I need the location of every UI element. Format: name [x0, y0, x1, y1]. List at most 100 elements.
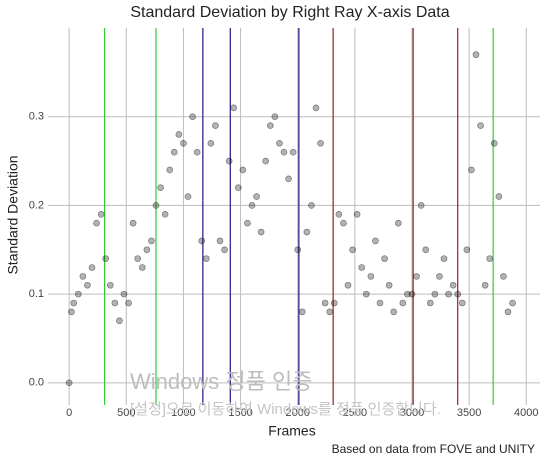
- data-point: [276, 140, 283, 147]
- data-point: [207, 140, 215, 147]
- data-point: [239, 166, 247, 174]
- data-point: [65, 379, 73, 387]
- data-point: [321, 299, 329, 307]
- chart-title: Standard Deviation by Right Ray X-axis D…: [130, 4, 449, 21]
- data-point: [285, 175, 292, 183]
- data-point: [458, 299, 466, 307]
- data-point: [372, 237, 379, 245]
- caption: Based on data from FOVE and UNITY: [332, 442, 535, 456]
- data-point: [189, 113, 196, 121]
- data-point: [170, 148, 178, 156]
- data-point: [330, 299, 338, 307]
- data-point: [472, 51, 480, 58]
- data-point: [445, 290, 452, 298]
- data-point: [120, 290, 128, 298]
- data-point: [504, 308, 512, 316]
- data-point: [381, 255, 388, 262]
- data-point: [125, 299, 132, 307]
- data-point: [362, 290, 370, 298]
- data-point: [93, 219, 100, 227]
- data-point: [202, 255, 210, 262]
- y-axis-label: Standard Deviation: [5, 155, 21, 274]
- data-point: [417, 202, 425, 209]
- data-point: [138, 264, 146, 271]
- data-point: [70, 299, 78, 307]
- data-point: [198, 237, 206, 245]
- data-point: [157, 184, 164, 191]
- data-point: [161, 210, 169, 218]
- data-point: [426, 299, 434, 307]
- data-point: [385, 281, 393, 289]
- y-tick-label: 0.2: [29, 199, 44, 211]
- data-point: [440, 255, 448, 262]
- data-point: [294, 246, 302, 254]
- data-point: [253, 193, 260, 200]
- data-point: [152, 202, 160, 209]
- data-point: [468, 166, 475, 174]
- data-point: [436, 273, 443, 280]
- data-point: [271, 113, 279, 121]
- data-point: [344, 281, 352, 289]
- data-point: [367, 273, 375, 280]
- data-point: [280, 148, 288, 156]
- x-axis-label: Frames: [268, 423, 315, 439]
- data-point: [216, 237, 224, 245]
- data-point: [486, 255, 494, 262]
- data-point: [404, 290, 411, 298]
- data-point: [495, 193, 503, 200]
- data-point: [262, 157, 270, 165]
- data-point: [257, 228, 265, 236]
- data-point: [143, 246, 151, 254]
- data-point: [449, 281, 457, 289]
- data-point: [481, 281, 489, 289]
- data-point: [184, 193, 192, 200]
- x-tick-label: 2000: [285, 407, 309, 419]
- data-point: [303, 228, 311, 236]
- data-point: [340, 219, 347, 227]
- data-point: [422, 246, 430, 254]
- y-tick-label: 0.1: [29, 288, 44, 300]
- data-point: [509, 299, 516, 307]
- data-point: [312, 104, 320, 112]
- x-tick-label: 0: [66, 407, 72, 419]
- data-point: [134, 255, 142, 262]
- data-point: [244, 219, 251, 227]
- x-tick-label: 3500: [457, 407, 481, 419]
- data-point: [166, 166, 174, 174]
- data-point: [175, 131, 183, 138]
- data-point: [376, 299, 384, 307]
- data-point: [308, 202, 315, 209]
- data-point: [234, 184, 242, 191]
- data-point: [84, 281, 91, 289]
- data-point: [431, 290, 439, 298]
- data-point: [490, 140, 498, 147]
- data-point: [106, 281, 114, 289]
- data-point: [79, 273, 87, 280]
- data-point: [289, 148, 297, 156]
- data-point: [477, 122, 484, 129]
- data-point: [102, 255, 110, 262]
- data-point: [454, 290, 462, 298]
- data-point: [111, 299, 119, 307]
- y-tick-label: 0.0: [29, 377, 44, 389]
- data-point: [88, 264, 96, 271]
- data-point: [326, 308, 334, 316]
- data-point: [180, 140, 187, 147]
- x-tick-label: 4000: [514, 407, 538, 419]
- data-point: [408, 290, 416, 298]
- data-point: [212, 122, 219, 129]
- watermark: [설정]으로 이동하여 Windows를 정품 인증합니다.: [130, 401, 441, 418]
- x-tick-label: 1500: [228, 407, 252, 419]
- data-point: [335, 210, 343, 218]
- y-tick-label: 0.3: [29, 111, 44, 123]
- data-point: [317, 140, 324, 147]
- data-point: [353, 210, 361, 218]
- data-point: [358, 264, 366, 271]
- data-point: [225, 157, 233, 165]
- data-point: [248, 202, 256, 209]
- data-point: [221, 246, 228, 254]
- data-point: [349, 246, 356, 254]
- data-point: [266, 122, 274, 129]
- data-point: [116, 317, 123, 325]
